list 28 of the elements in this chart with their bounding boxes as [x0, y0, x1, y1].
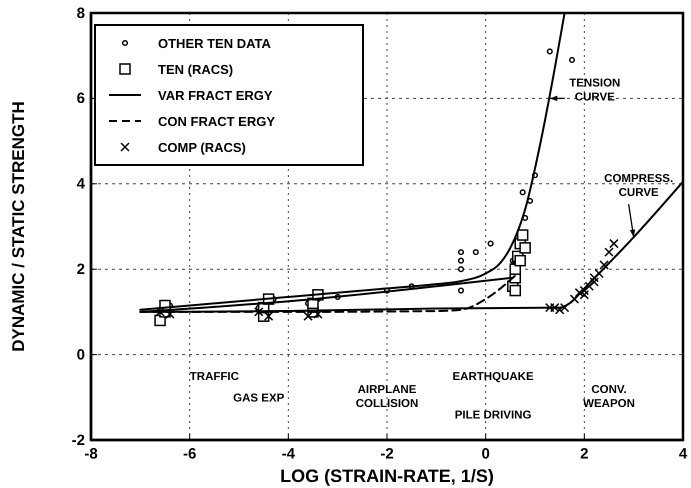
y-axis-title: DYNAMIC / STATIC STRENGTH	[9, 101, 28, 352]
annotation: GAS EXP	[233, 392, 285, 405]
annotation: PILE DRIVING	[454, 410, 532, 422]
legend-label: CON FRACT ERGY	[158, 114, 276, 129]
y-tick-label: -2	[72, 432, 85, 449]
x-tick-label: -6	[182, 446, 196, 463]
y-tick-label: 8	[76, 4, 85, 22]
annotation: TRAFFIC	[190, 371, 239, 384]
annotation: TENSION CURVE	[569, 77, 620, 104]
annotation: AIRPLANE COLLISION	[356, 384, 418, 410]
annotation: CONV. WEAPON	[583, 384, 635, 410]
x-tick-label: -2	[380, 446, 394, 463]
x-tick-label: 0	[481, 446, 490, 463]
annotation: COMPRESS. CURVE	[604, 173, 674, 200]
legend-label: TEN (RACS)	[158, 62, 234, 77]
annotation: EARTHQUAKE	[452, 371, 534, 384]
x-tick-label: -4	[282, 446, 296, 463]
x-axis-title: LOG (STRAIN-RATE, 1/S)	[280, 466, 494, 486]
y-tick-label: 4	[76, 176, 86, 193]
x-tick-label: 4	[678, 446, 688, 463]
legend-label: COMP (RACS)	[158, 140, 246, 155]
legend-label: VAR FRACT ERGY	[158, 88, 273, 103]
x-tick-label: -8	[84, 446, 98, 463]
x-tick-label: 2	[580, 446, 589, 463]
y-tick-label: 6	[76, 90, 85, 108]
legend-label: OTHER TEN DATA	[158, 36, 272, 51]
y-tick-label: 2	[76, 261, 85, 278]
y-tick-label: 0	[76, 346, 85, 364]
